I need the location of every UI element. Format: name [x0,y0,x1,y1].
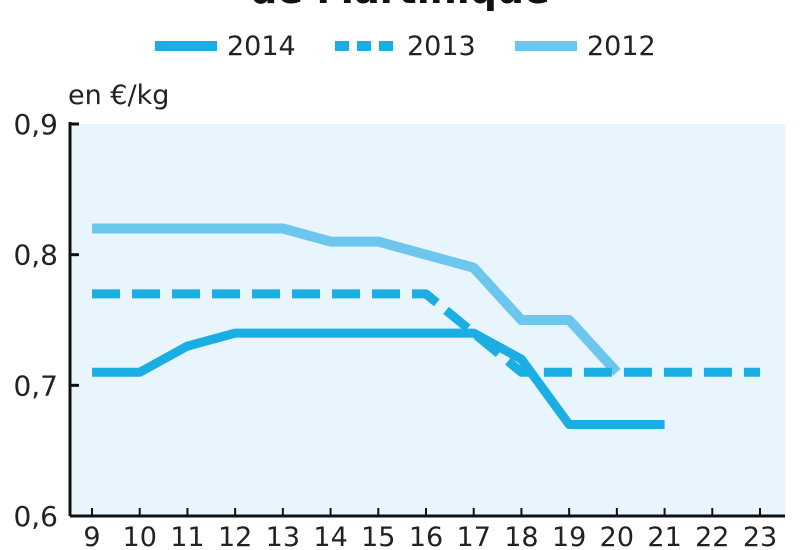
y-tick-label: 0,7 [13,369,58,402]
x-tick-label: 21 [647,522,681,550]
series-line-2012 [92,223,621,376]
y-axis-unit-label: en €/kg [68,80,170,111]
y-tick-label: 0,6 [13,500,58,533]
x-tick-label: 15 [361,522,395,550]
x-tick-label: 22 [695,522,729,550]
series-line-2013 [92,289,760,377]
y-tick-label: 0,9 [13,108,58,141]
plot-area [70,124,785,516]
chart-title: de Martinique [0,0,800,12]
x-tick-label: 20 [600,522,634,550]
x-tick-label: 10 [123,522,157,550]
x-tick-label: 18 [504,522,538,550]
axes-layer: 0,6 0,7 0,8 0,9 9 10 11 12 13 14 15 16 17 18 19 20 21 22 2… [13,108,785,550]
x-tick-label: 17 [457,522,491,550]
series-layer [92,223,760,429]
legend-swatch-2014 [155,41,217,51]
legend-item-2014: 2014 [155,28,296,64]
x-tick-label: 9 [83,522,100,550]
x-tick-label: 19 [552,522,586,550]
legend: 2014 2013 2012 [0,28,800,64]
x-tick-label: 16 [409,522,443,550]
legend-item-2012: 2012 [515,28,656,64]
y-tick-label: 0,8 [13,239,58,272]
legend-item-2013: 2013 [335,28,476,64]
x-tick-label: 14 [313,522,347,550]
x-tick-label: 23 [743,522,777,550]
legend-label-2014: 2014 [227,30,296,62]
x-tick-label: 12 [218,522,252,550]
series-line-2014 [92,328,665,429]
x-tick-label: 13 [266,522,300,550]
legend-swatch-2013 [335,41,397,51]
legend-label-2013: 2013 [407,30,476,62]
x-tick-label: 11 [170,522,204,550]
legend-swatch-2012 [515,41,577,51]
legend-label-2012: 2012 [587,30,656,62]
